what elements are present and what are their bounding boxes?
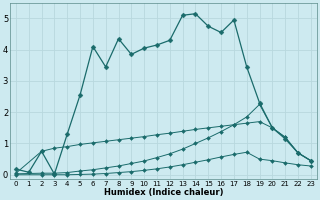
X-axis label: Humidex (Indice chaleur): Humidex (Indice chaleur) [104, 188, 223, 197]
